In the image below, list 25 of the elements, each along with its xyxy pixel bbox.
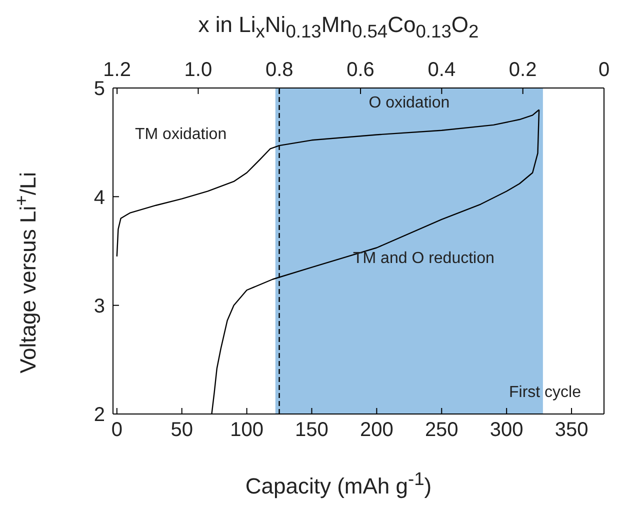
y-tick-label: 5 bbox=[94, 78, 105, 100]
x-tick-label: 100 bbox=[230, 419, 264, 442]
annotation: TM oxidation bbox=[135, 126, 227, 144]
annotation: First cycle bbox=[509, 384, 581, 402]
text: x in Li$_{x}$Ni$_{0.13}$Mn$_{0.54}$Co$_{0.13}$O$_{2}$ bbox=[198, 12, 479, 42]
x2-tick-label: 1.2 bbox=[103, 59, 131, 81]
x-tick-label: 150 bbox=[295, 419, 328, 442]
x-tick-label: 250 bbox=[424, 419, 458, 442]
y-tick-label: 4 bbox=[94, 186, 105, 209]
annotation: TM and O reduction bbox=[353, 250, 494, 268]
x-axis-title: Capacity (mAh g$^{-1}$) bbox=[244, 468, 433, 500]
x2-tick-label: 0.2 bbox=[508, 59, 537, 81]
y-tick-label: 3 bbox=[94, 295, 105, 318]
x2-tick-label: 1.0 bbox=[184, 59, 212, 81]
y-tick-label: 2 bbox=[94, 404, 105, 426]
x2-tick-label: 0.8 bbox=[265, 59, 294, 81]
x-tick-label: 200 bbox=[360, 419, 394, 442]
x2-tick-label: 0.6 bbox=[346, 59, 374, 81]
band-label: O oxidation bbox=[368, 94, 450, 112]
x-tick-label: 300 bbox=[490, 419, 524, 442]
x2-tick-label: 0 bbox=[598, 59, 610, 81]
x-tick-label: 50 bbox=[170, 419, 193, 442]
x-tick-label: 0 bbox=[111, 419, 122, 442]
x2-tick-label: 0.4 bbox=[428, 59, 456, 81]
x-tick-label: 350 bbox=[554, 419, 588, 442]
